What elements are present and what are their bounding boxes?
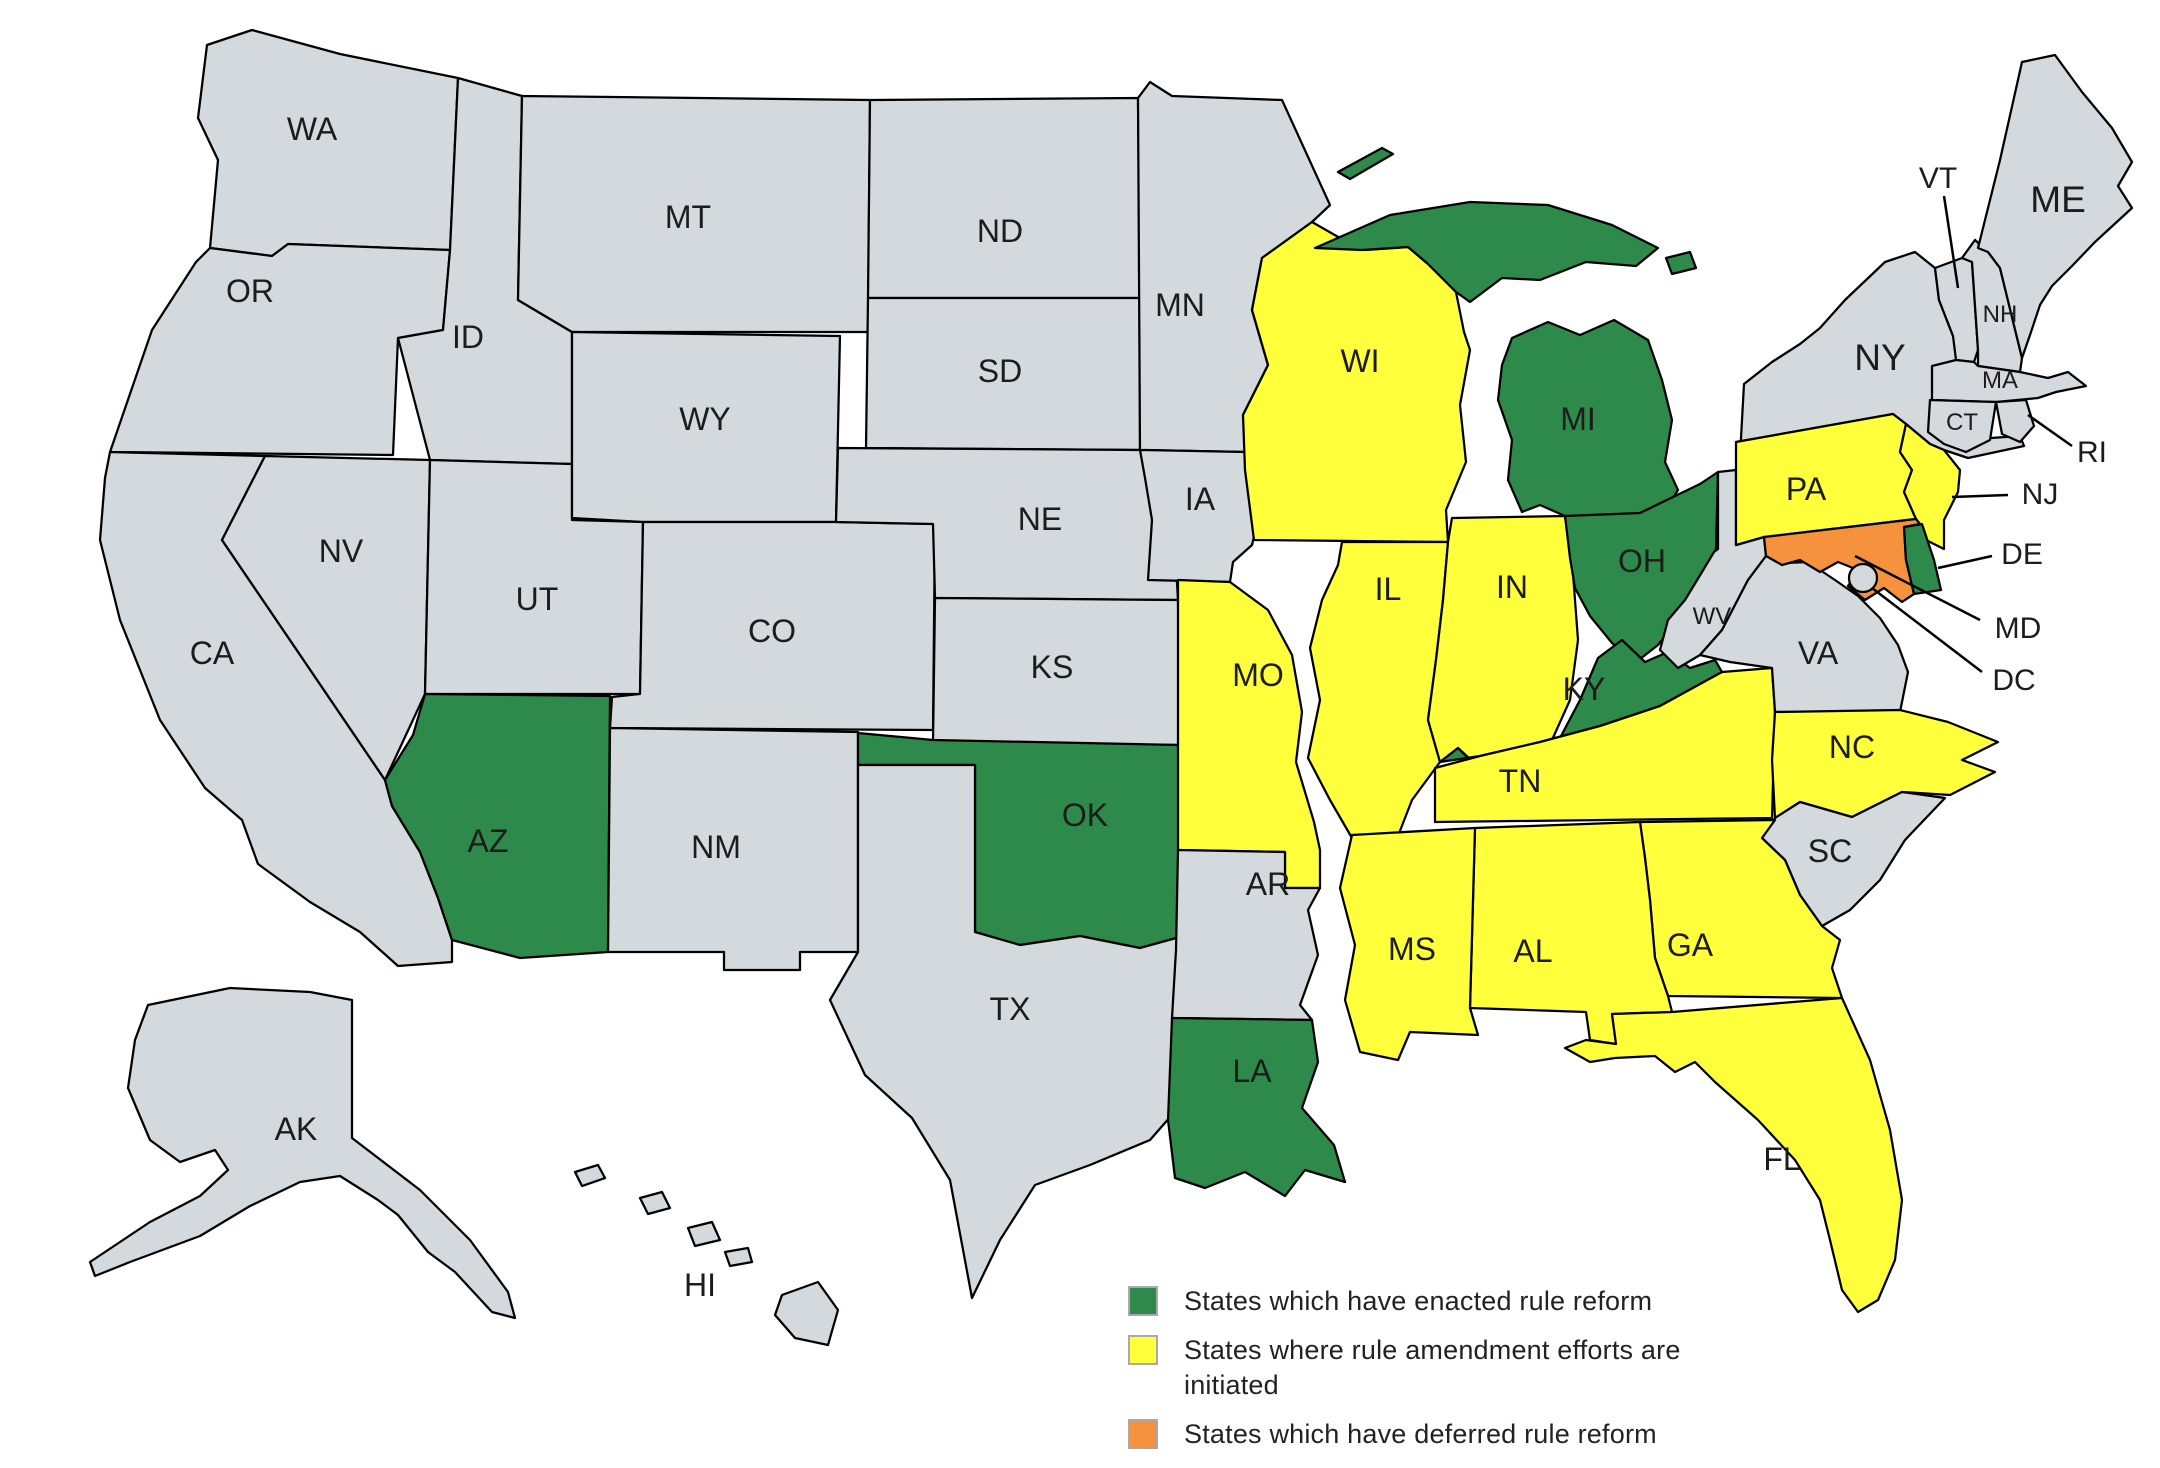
state-label-ut: UT <box>516 581 559 617</box>
state-mo <box>1176 578 1322 890</box>
state-label-ga: GA <box>1667 927 1714 963</box>
state-label-wv: WV <box>1693 603 1732 630</box>
state-label-mt: MT <box>665 199 711 235</box>
state-label-wi: WI <box>1340 343 1379 379</box>
legend-label-deferred: States which have deferred rule reform <box>1184 1419 1657 1450</box>
state-label-dc: DC <box>1992 664 2035 697</box>
state-dc-marker <box>1847 562 1879 594</box>
state-label-ct: CT <box>1946 409 1978 436</box>
state-label-mo: MO <box>1232 657 1284 693</box>
state-label-ia: IA <box>1185 481 1216 517</box>
state-label-pa: PA <box>1786 471 1827 507</box>
state-label-sd: SD <box>978 353 1022 389</box>
ri-leader-line <box>2027 413 2073 448</box>
state-label-ky: KY <box>1563 671 1606 707</box>
state-ri <box>1994 398 2036 444</box>
state-label-az: AZ <box>468 823 509 859</box>
md-leader-line <box>1854 554 1981 622</box>
state-label-co: CO <box>748 613 796 649</box>
state-label-vt: VT <box>1919 162 1957 195</box>
state-label-ok: OK <box>1062 797 1108 833</box>
state-label-va: VA <box>1798 635 1839 671</box>
state-label-wa: WA <box>287 111 338 147</box>
legend-label-enacted: States which have enacted rule reform <box>1184 1286 1653 1316</box>
state-label-me: ME <box>2030 179 2086 220</box>
state-fl <box>1563 996 1904 1314</box>
state-label-oh: OH <box>1618 543 1666 579</box>
legend-item-deferred: States which have deferred rule reform <box>1128 1417 1744 1452</box>
state-label-tn: TN <box>1499 763 1542 799</box>
state-label-or: OR <box>226 273 274 309</box>
state-label-nd: ND <box>977 213 1023 249</box>
state-label-md: MD <box>1995 612 2042 645</box>
state-label-ny: NY <box>1854 337 1905 378</box>
state-label-nh: NH <box>1983 301 2018 328</box>
legend-item-initiated: States where rule amendment efforts are … <box>1128 1333 1744 1403</box>
state-label-in: IN <box>1496 569 1528 605</box>
deferred-swatch-icon <box>1128 1419 1158 1450</box>
state-label-hi: HI <box>684 1267 716 1303</box>
state-me <box>1976 53 2134 360</box>
state-al <box>1468 820 1674 1046</box>
state-tx <box>828 763 1195 1300</box>
state-label-fl: FL <box>1763 1141 1800 1177</box>
state-label-ne: NE <box>1018 501 1062 537</box>
nj-leader-line <box>1951 493 2009 499</box>
state-label-ca: CA <box>190 635 235 671</box>
state-label-wy: WY <box>679 401 731 437</box>
state-label-la: LA <box>1232 1053 1272 1089</box>
state-label-nc: NC <box>1829 729 1875 765</box>
state-label-ar: AR <box>1246 866 1290 902</box>
state-ak <box>88 986 517 1320</box>
state-hi <box>573 1163 840 1347</box>
state-la <box>1166 1016 1347 1198</box>
state-label-nm: NM <box>691 829 741 865</box>
state-label-mn: MN <box>1155 287 1205 323</box>
dc-leader-line <box>1871 587 1983 673</box>
state-label-ks: KS <box>1031 649 1074 685</box>
state-label-sc: SC <box>1808 833 1852 869</box>
state-label-al: AL <box>1513 933 1552 969</box>
enacted-swatch-icon <box>1128 1286 1158 1316</box>
state-label-de: DE <box>2001 538 2043 571</box>
vt-leader-line <box>1942 195 1960 289</box>
legend-label-initiated: States where rule amendment efforts are … <box>1184 1335 1681 1401</box>
state-label-tx: TX <box>990 991 1031 1027</box>
state-nj <box>1898 422 1962 551</box>
state-label-mi: MI <box>1560 401 1596 437</box>
state-label-nj: NJ <box>2022 478 2059 511</box>
state-de <box>1902 522 1943 596</box>
state-mt <box>516 94 872 334</box>
state-label-ak: AK <box>275 1111 318 1147</box>
state-label-ma: MA <box>1982 367 2018 394</box>
state-label-il: IL <box>1375 571 1402 607</box>
initiated-swatch-icon <box>1128 1335 1158 1366</box>
state-label-ms: MS <box>1388 931 1436 967</box>
state-ms <box>1338 826 1480 1062</box>
de-leader-line <box>1937 554 1993 570</box>
state-label-ri: RI <box>2077 436 2107 469</box>
state-or <box>108 242 452 457</box>
state-nv <box>220 454 432 782</box>
legend-item-enacted: States which have enacted rule reform <box>1128 1284 1744 1319</box>
state-label-id: ID <box>452 319 484 355</box>
state-nd <box>866 96 1142 300</box>
state-label-nv: NV <box>319 533 364 569</box>
state-ar <box>1170 848 1322 1022</box>
legend: States which have enacted rule reform St… <box>1128 1284 1744 1452</box>
state-tn <box>1433 666 1777 824</box>
